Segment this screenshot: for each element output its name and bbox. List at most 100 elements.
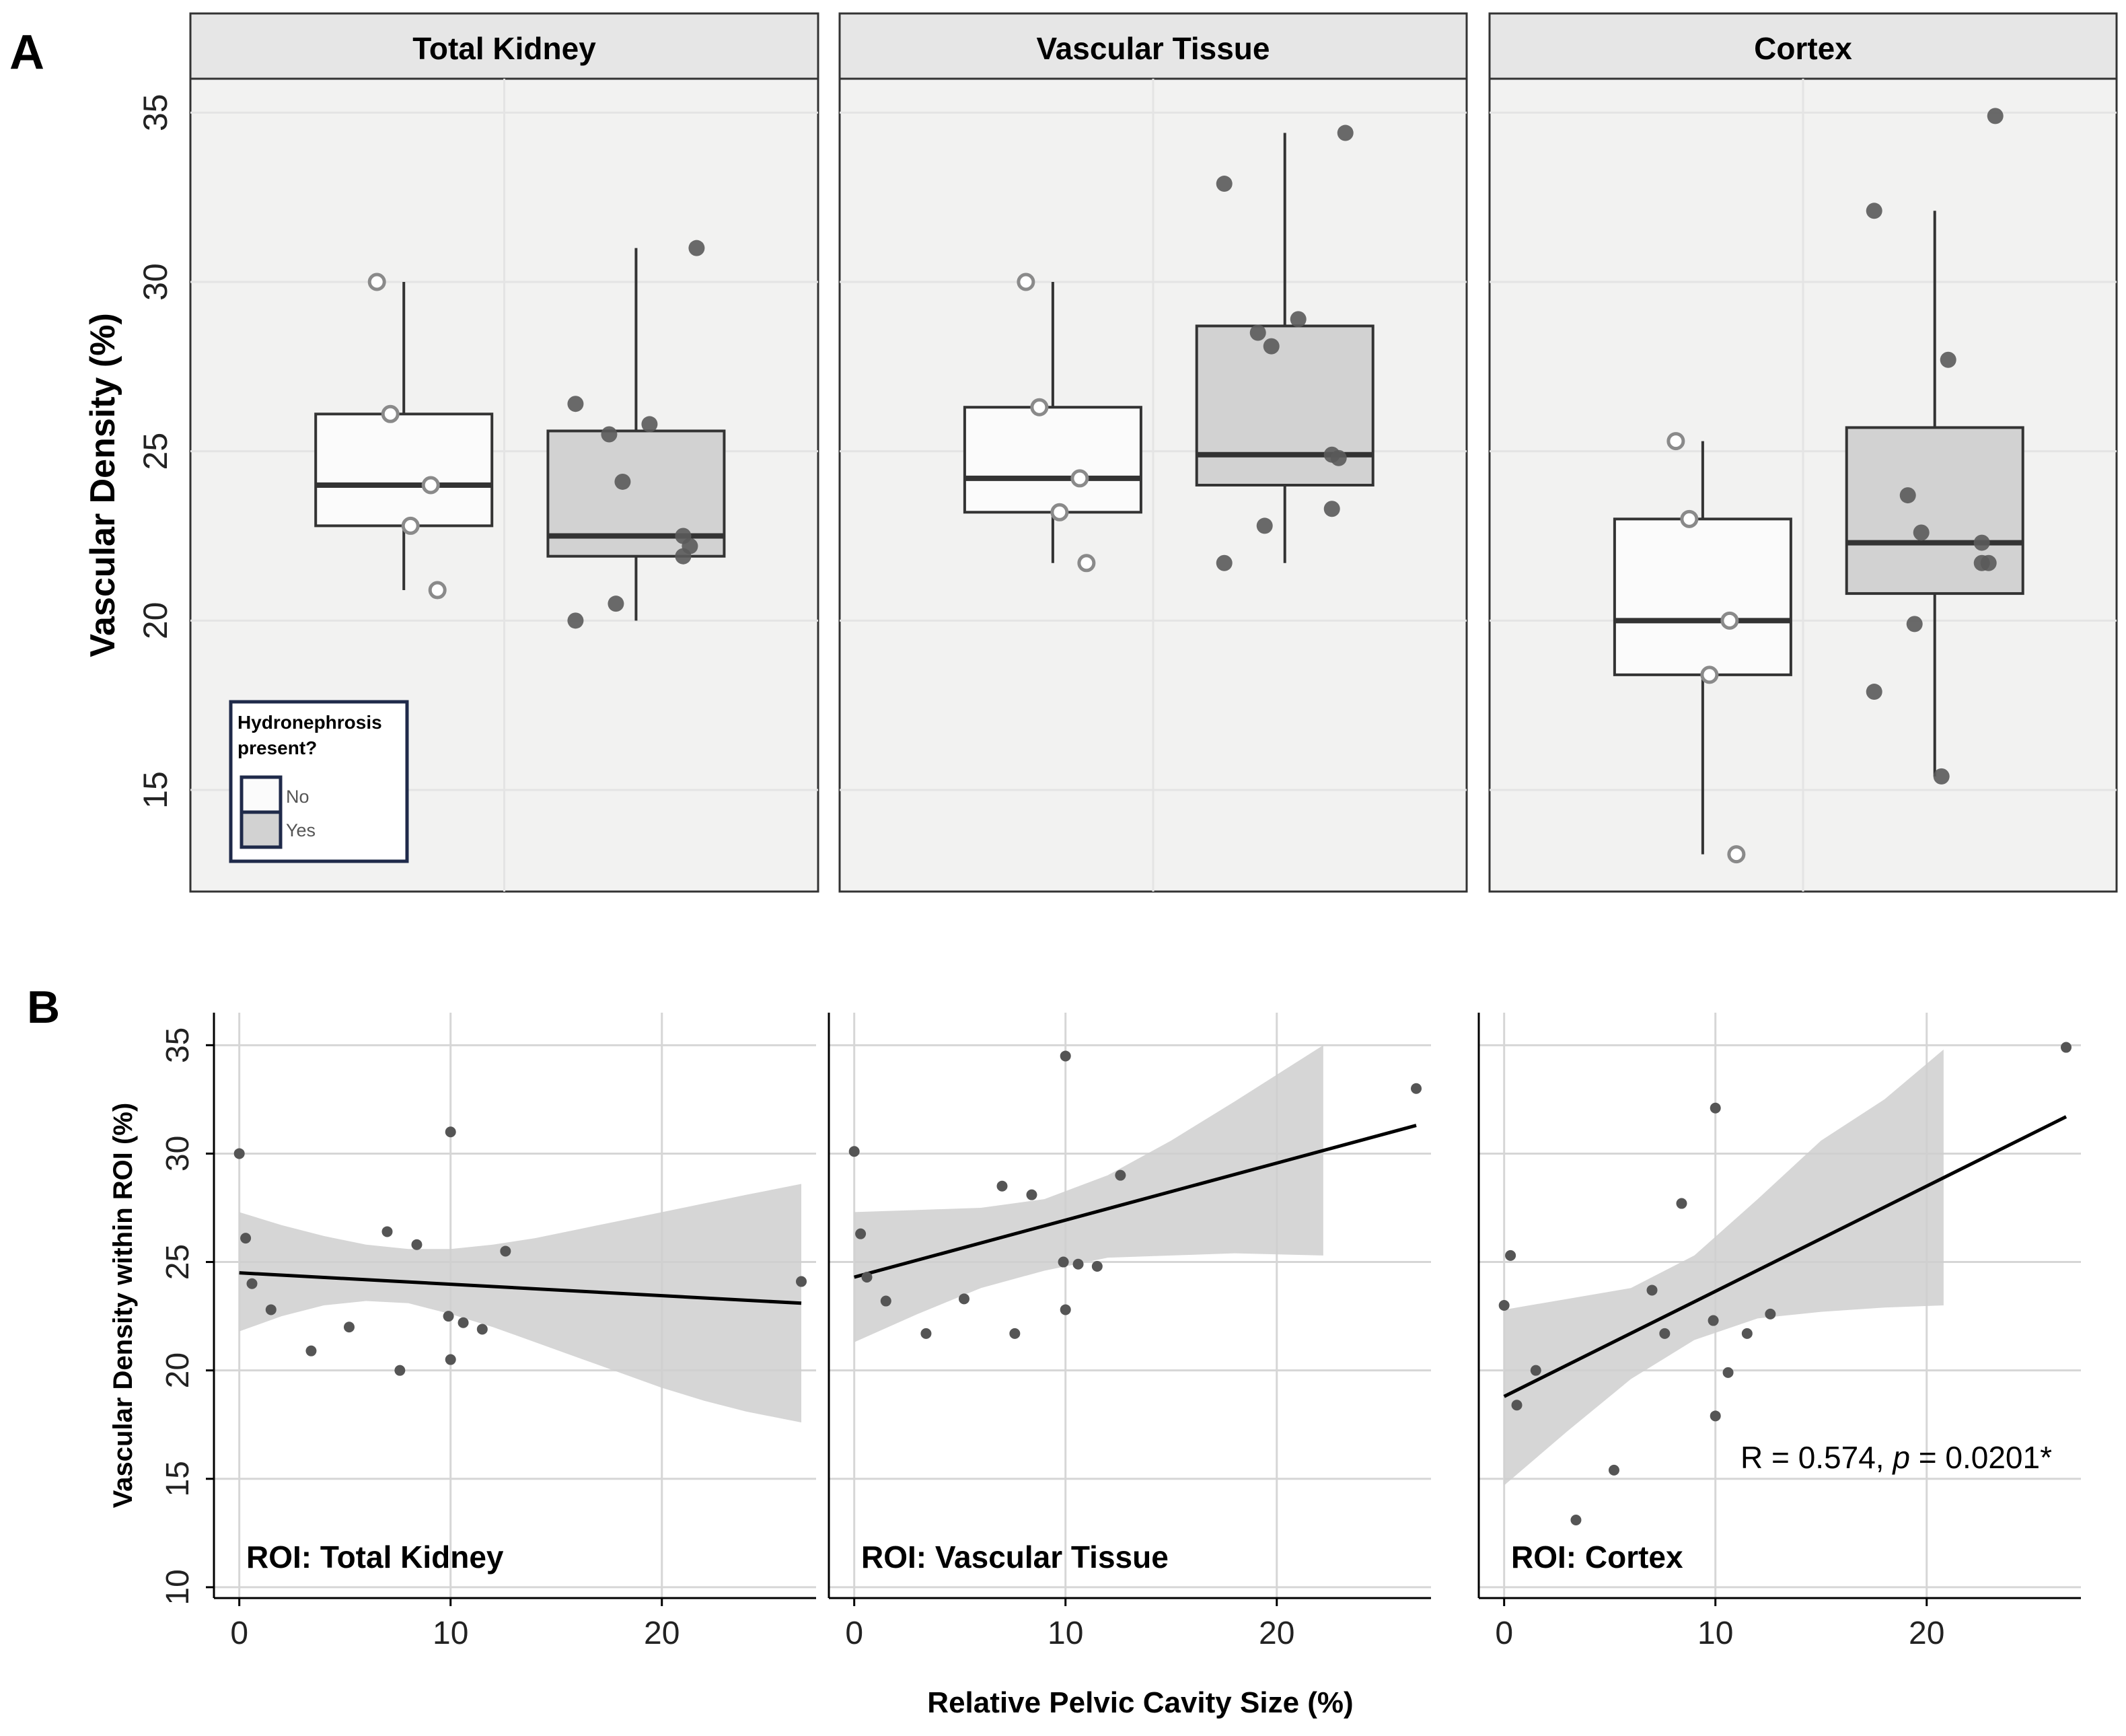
data-point-yes xyxy=(1973,554,1990,571)
y-axis-title: Vascular Density within ROI (%) xyxy=(108,1103,138,1508)
scatter-point xyxy=(246,1278,258,1289)
scatter-point xyxy=(1060,1304,1071,1315)
scatter-point xyxy=(1026,1189,1037,1200)
data-point-yes xyxy=(1906,616,1923,632)
data-point-yes xyxy=(1216,176,1233,192)
y-tick-label: 25 xyxy=(137,433,174,470)
data-point-yes xyxy=(1987,108,2004,124)
data-point-yes xyxy=(567,612,584,629)
legend-title-line2: present? xyxy=(237,737,317,758)
y-tick-label: 10 xyxy=(160,1569,196,1605)
scatter-point xyxy=(1710,1410,1721,1422)
confidence-band xyxy=(854,1045,1323,1342)
box-no xyxy=(1613,517,1792,676)
scatter-point xyxy=(958,1293,969,1305)
x-tick-label: 20 xyxy=(644,1616,680,1651)
scatter-point xyxy=(1115,1169,1126,1181)
scatter-point xyxy=(996,1180,1008,1192)
data-point-yes xyxy=(1973,534,1990,551)
facet-title: Vascular Tissue xyxy=(1037,31,1270,66)
data-point-yes xyxy=(1256,517,1273,534)
scatter-point xyxy=(445,1354,456,1365)
data-point-yes xyxy=(1290,311,1307,328)
y-axis-title: Vascular Density (%) xyxy=(83,313,122,657)
data-point-yes xyxy=(641,416,658,433)
scatter-point xyxy=(848,1146,860,1157)
scatter-point xyxy=(1722,1367,1734,1378)
panel-b: 0 10 20 ROI: Total Kidney 0 10 20 ROI: Vascular… xyxy=(108,1013,2081,1719)
scatter-point xyxy=(1765,1308,1776,1319)
y-tick-label: 30 xyxy=(137,263,174,301)
data-point-yes xyxy=(1866,203,1882,219)
scatter-point xyxy=(1608,1464,1619,1476)
data-point-yes xyxy=(601,426,618,443)
data-point-no xyxy=(1700,665,1719,684)
y-tick-label: 20 xyxy=(137,602,174,640)
scatter-point xyxy=(1091,1261,1103,1272)
facet-strip xyxy=(1488,12,2118,80)
y-tick-label: 15 xyxy=(160,1461,196,1496)
x-axis-title: Relative Pelvic Cavity Size (%) xyxy=(927,1686,1353,1719)
y-tick-label: 20 xyxy=(160,1352,196,1388)
scatter-point xyxy=(394,1365,406,1376)
scatter-point xyxy=(476,1324,488,1335)
data-point-no xyxy=(1680,509,1699,528)
regression-line xyxy=(854,1124,1417,1279)
data-point-yes xyxy=(1899,487,1916,504)
facet-title: Total Kidney xyxy=(412,31,596,66)
scatter-point xyxy=(1060,1050,1071,1062)
data-point-yes xyxy=(1933,768,1950,785)
panel-a-label: A xyxy=(9,26,44,79)
data-point-no xyxy=(1720,611,1739,630)
regression-line xyxy=(1503,1115,2067,1398)
data-point-yes xyxy=(1940,351,1956,368)
scatter-point xyxy=(2061,1042,2072,1053)
facet-strip xyxy=(838,12,1468,80)
legend-swatch-no xyxy=(240,775,283,814)
legend-entry-no: No xyxy=(286,787,309,807)
scatter-point xyxy=(411,1239,423,1250)
roi-label: ROI: Cortex xyxy=(1511,1540,1683,1575)
data-point-no xyxy=(1030,398,1049,417)
data-point-yes xyxy=(1337,124,1354,141)
data-point-yes xyxy=(1913,524,1930,541)
scatter-point xyxy=(1708,1315,1719,1326)
data-point-no xyxy=(401,516,420,535)
data-point-no xyxy=(1050,503,1069,521)
x-tick-label: 0 xyxy=(1495,1616,1513,1651)
data-point-yes xyxy=(1330,449,1347,466)
data-point-no xyxy=(1077,554,1096,573)
y-tick-label: 25 xyxy=(160,1244,196,1280)
scatter-point xyxy=(1072,1258,1084,1270)
data-point-no xyxy=(381,404,400,423)
scatter-point xyxy=(1710,1102,1721,1114)
y-tick-label: 30 xyxy=(160,1136,196,1171)
scatter-point xyxy=(443,1311,454,1322)
confidence-band xyxy=(239,1184,802,1422)
scatter-point xyxy=(1646,1285,1658,1296)
data-point-yes xyxy=(1866,684,1882,700)
scatter-point xyxy=(1498,1300,1510,1311)
scatter-point xyxy=(920,1328,932,1339)
confidence-band xyxy=(1504,1049,1944,1486)
scatter-point xyxy=(1505,1250,1516,1261)
box-no xyxy=(963,406,1142,514)
x-tick-label: 20 xyxy=(1909,1616,1944,1651)
scatter-point xyxy=(233,1148,245,1159)
data-point-no xyxy=(1666,432,1685,451)
x-tick-label: 0 xyxy=(230,1616,248,1651)
roi-label: ROI: Vascular Tissue xyxy=(861,1540,1169,1575)
scatter-point xyxy=(381,1226,393,1237)
annotation-p: p xyxy=(1891,1440,1910,1475)
correlation-annotation: R = 0.574, p = 0.0201* xyxy=(1740,1440,2052,1475)
data-point-no xyxy=(1017,273,1035,291)
data-point-yes xyxy=(1323,501,1340,517)
y-tick-label: 35 xyxy=(137,94,174,132)
scatter-point xyxy=(343,1322,355,1333)
scatter-point xyxy=(240,1233,252,1244)
x-tick-label: 10 xyxy=(1697,1616,1733,1651)
x-tick-label: 0 xyxy=(845,1616,863,1651)
x-tick-label: 10 xyxy=(433,1616,468,1651)
box-no xyxy=(314,412,494,528)
